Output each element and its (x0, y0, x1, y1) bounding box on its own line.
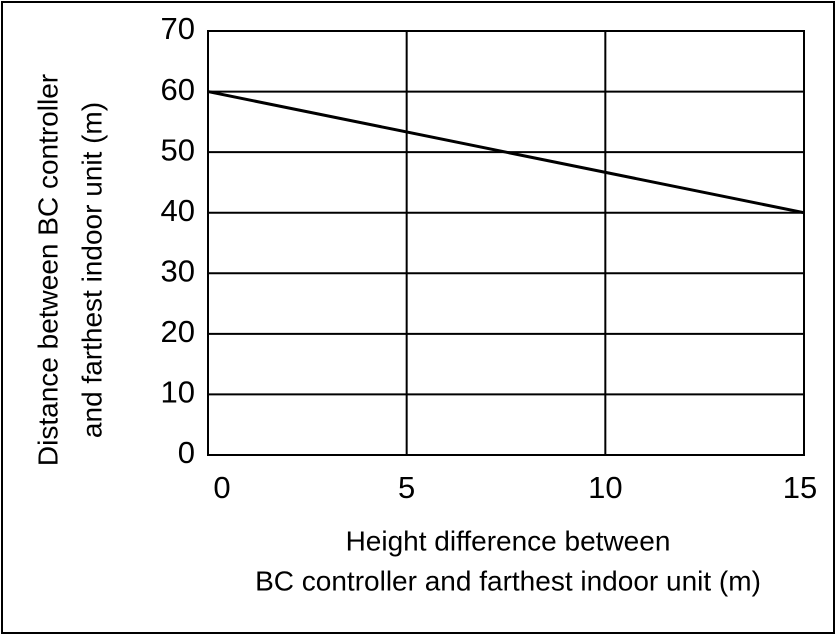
y-tick-label: 30 (161, 253, 195, 288)
y-tick-label: 40 (161, 193, 195, 228)
y-axis-label: and farthest indoor unit (m) (76, 102, 107, 438)
y-tick-label: 70 (161, 11, 195, 46)
y-tick-label: 20 (161, 314, 195, 349)
y-tick-label: 50 (161, 132, 195, 167)
y-axis-label-group: Distance between BC controller and farthe… (32, 74, 107, 466)
y-tick-label: 10 (161, 375, 195, 410)
x-tick-label: 15 (783, 470, 817, 505)
x-axis-label: Height difference between (346, 525, 671, 556)
data-line (207, 90, 805, 215)
x-tick-label: 0 (213, 470, 230, 505)
x-tick-label: 5 (398, 470, 415, 505)
plot-border (207, 30, 805, 456)
y-tick-label: 0 (178, 435, 195, 470)
x-axis-label: BC controller and farthest indoor unit (… (255, 565, 761, 596)
y-tick-label: 60 (161, 72, 195, 107)
y-axis-label: Distance between BC controller (32, 74, 63, 466)
x-tick-label: 10 (588, 470, 622, 505)
